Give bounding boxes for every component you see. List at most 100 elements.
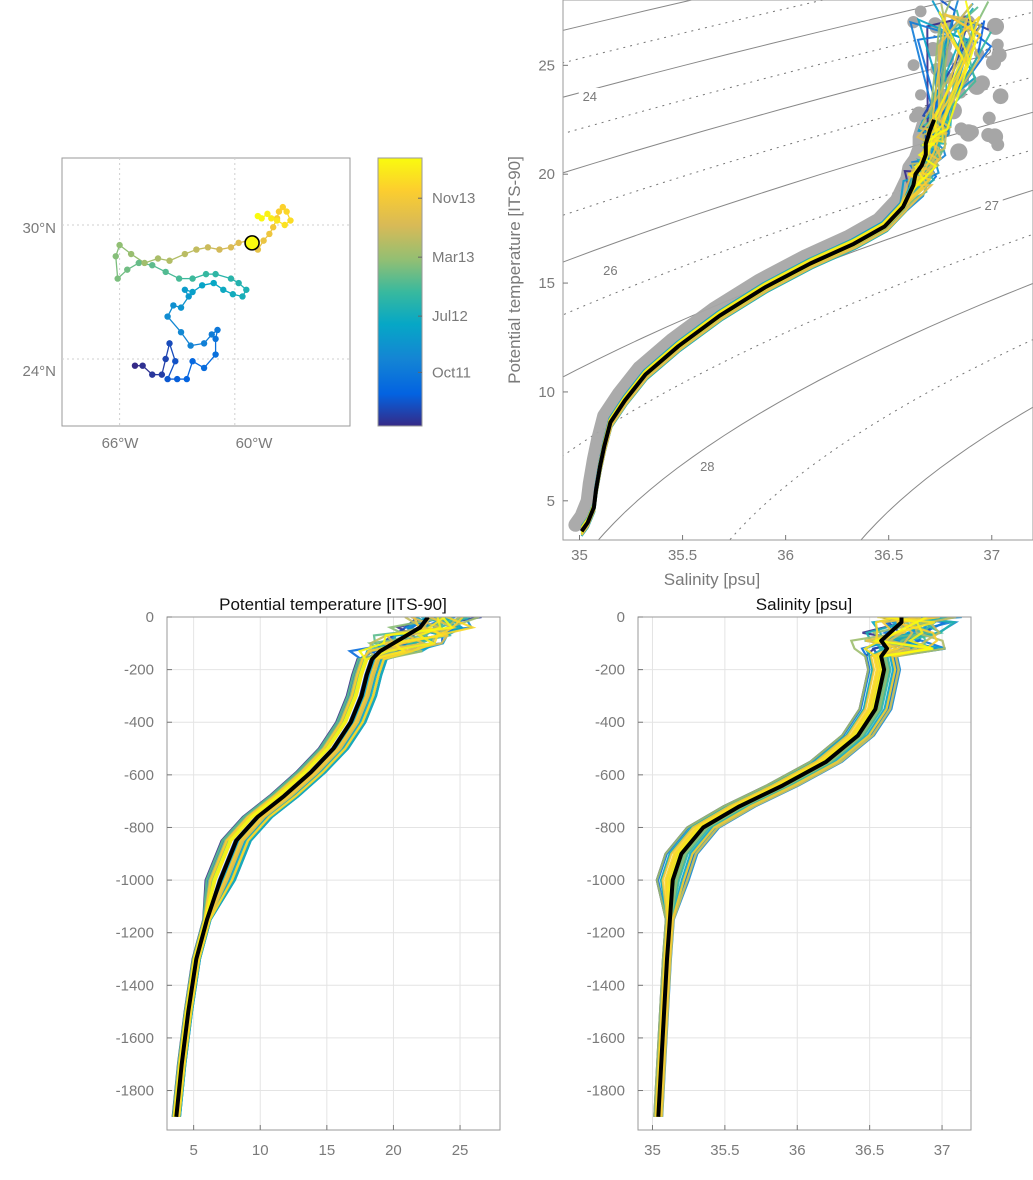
ytick-label: -200 bbox=[595, 662, 625, 679]
track-point bbox=[166, 257, 173, 264]
ytick-label: -1800 bbox=[116, 1083, 154, 1100]
track-point bbox=[141, 259, 148, 267]
track-point bbox=[212, 335, 219, 343]
ts-xtick-label: 36.5 bbox=[874, 547, 903, 564]
track-point bbox=[264, 210, 271, 218]
historical-blob bbox=[982, 111, 996, 125]
ytick-label: -1600 bbox=[587, 1030, 625, 1047]
track-point bbox=[114, 275, 121, 282]
temp-axes-box bbox=[166, 616, 501, 1131]
float-profile bbox=[580, 0, 952, 534]
sal-profiles bbox=[653, 617, 962, 1117]
ytick-label: -800 bbox=[595, 819, 625, 836]
ytick-label: -1200 bbox=[587, 925, 625, 942]
track-point bbox=[212, 270, 219, 278]
temp-grid bbox=[167, 616, 500, 1130]
map-tick-labels: 66°W 60°W 30°N 24°N bbox=[22, 220, 273, 452]
ytick-label: -1800 bbox=[587, 1083, 625, 1100]
track-point bbox=[208, 331, 215, 338]
isopycnal-line bbox=[563, 111, 1033, 263]
track-point bbox=[266, 230, 273, 238]
map-axes-box bbox=[61, 157, 351, 427]
track-point bbox=[127, 250, 135, 258]
track-point bbox=[254, 212, 262, 220]
historical-blob bbox=[959, 124, 978, 142]
ytick-label: -1200 bbox=[116, 925, 154, 942]
track-point bbox=[124, 266, 131, 273]
ytick-label: -1600 bbox=[116, 1030, 154, 1047]
ytick-label: 0 bbox=[146, 609, 154, 626]
map-xtick-label: 60°W bbox=[236, 435, 274, 452]
isopycnal-label-bg bbox=[980, 196, 1003, 213]
ts-ytick-label: 10 bbox=[538, 384, 555, 401]
ts-xtick-label: 36 bbox=[777, 547, 794, 564]
ytick-label: -600 bbox=[124, 767, 154, 784]
track-segment bbox=[167, 316, 182, 333]
track-point bbox=[273, 217, 281, 224]
ts-xtick-label: 37 bbox=[983, 547, 1000, 564]
track-point bbox=[177, 304, 185, 311]
float-profile bbox=[580, 0, 960, 532]
track-point bbox=[187, 342, 194, 349]
colorbar-tick-label: Oct11 bbox=[432, 364, 471, 381]
current-position-marker bbox=[244, 235, 260, 251]
mean-profile bbox=[174, 617, 430, 1118]
sal-axes-box bbox=[637, 616, 972, 1131]
historical-blob bbox=[986, 17, 1005, 35]
track-point bbox=[216, 246, 223, 253]
track-point bbox=[270, 224, 277, 231]
track-point bbox=[112, 253, 119, 260]
ts-ticks: 35 35.5 36 36.5 37 5 10 15 20 25 bbox=[538, 57, 1000, 564]
track-point bbox=[210, 279, 217, 287]
isopycnal-line bbox=[563, 0, 957, 98]
track-point bbox=[260, 237, 267, 244]
isopycnal-line bbox=[597, 282, 1033, 540]
track-point bbox=[281, 221, 288, 229]
track-point bbox=[162, 268, 169, 276]
isopycnal-label: 28 bbox=[700, 459, 714, 474]
ts-xtick-label: 35.5 bbox=[668, 547, 697, 564]
track-point bbox=[185, 293, 192, 300]
xtick-label: 36 bbox=[789, 1142, 806, 1159]
track-point bbox=[181, 286, 189, 293]
track-point bbox=[174, 375, 181, 383]
track-point bbox=[162, 355, 169, 363]
xtick-label: 10 bbox=[252, 1142, 269, 1159]
historical-blob bbox=[915, 89, 927, 101]
track-point bbox=[243, 286, 250, 293]
ytick-label: -400 bbox=[595, 714, 625, 731]
historical-blob bbox=[985, 54, 1002, 71]
track-point bbox=[139, 362, 146, 369]
isopycnal-line bbox=[563, 0, 826, 64]
temp-title: Potential temperature [ITS-90] bbox=[219, 595, 447, 614]
track-point bbox=[204, 244, 212, 251]
salinity-profile-panel: 35 35.5 36 36.5 37 0 -200 -400 -600 -800 -1000 -120… bbox=[587, 595, 972, 1159]
xtick-label: 15 bbox=[318, 1142, 335, 1159]
track-point bbox=[189, 275, 196, 282]
track-point bbox=[193, 246, 200, 253]
temperature-profile-panel: 5 10 15 20 25 0 -200 -400 -600 -800 -1000 -1200 -140… bbox=[116, 595, 501, 1159]
track-point bbox=[135, 259, 142, 267]
track-point bbox=[116, 241, 123, 249]
track-point bbox=[202, 270, 210, 278]
track-point bbox=[131, 362, 139, 369]
xtick-label: 5 bbox=[189, 1142, 197, 1159]
track-point bbox=[235, 279, 242, 287]
xtick-label: 35 bbox=[644, 1142, 661, 1159]
track-point bbox=[172, 358, 179, 365]
ts-ytick-label: 25 bbox=[538, 57, 555, 74]
xtick-label: 25 bbox=[452, 1142, 469, 1159]
ts-axes-box bbox=[562, 0, 1033, 541]
ts-profiles bbox=[568, 0, 1009, 537]
track-point bbox=[149, 262, 156, 269]
colorbar: Nov13 Mar13 Jul12 Oct11 bbox=[377, 157, 475, 427]
track-point bbox=[227, 244, 235, 251]
ytick-label: 0 bbox=[617, 609, 625, 626]
historical-blob bbox=[914, 5, 927, 18]
float-profile bbox=[653, 617, 931, 1117]
isopycnal-label-bg bbox=[696, 458, 719, 475]
ytick-label: -400 bbox=[124, 714, 154, 731]
ts-xtick-label: 35 bbox=[571, 547, 588, 564]
